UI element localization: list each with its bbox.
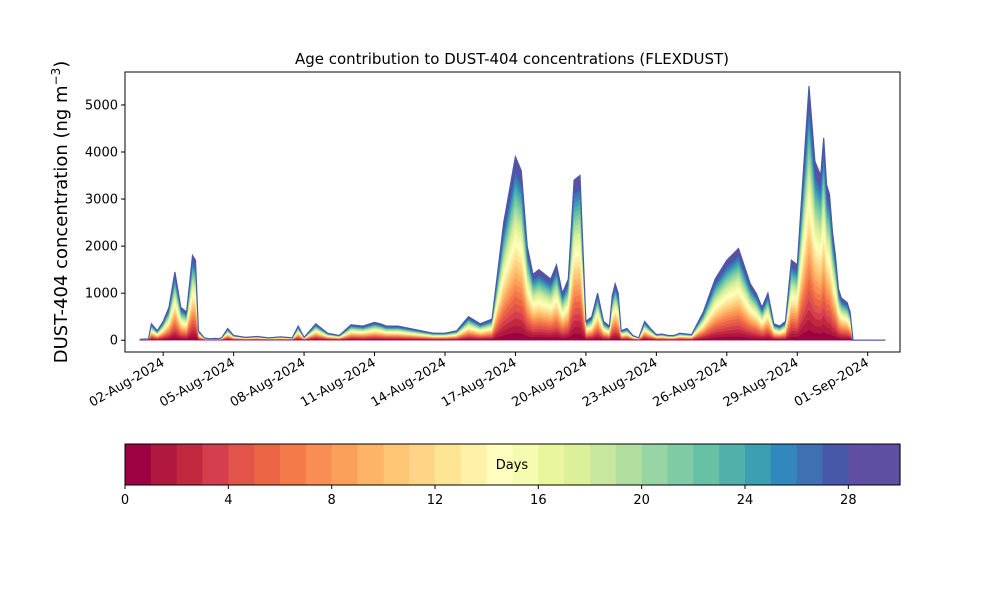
y-tick-label: 0 (110, 334, 118, 349)
x-tick-label: 05-Aug-2024 (157, 355, 237, 410)
age-colorbar: 0 4 8 12 16 20 24 28 (121, 443, 901, 508)
colorbar-frame (124, 443, 901, 486)
colorbar-swatch (383, 444, 410, 485)
total-concentration-line (139, 86, 886, 341)
colorbar-swatch (615, 444, 643, 485)
colorbar-swatch (822, 444, 849, 485)
y-axis-label: DUST-404 concentration (ng m−3) (49, 61, 72, 364)
colorbar-swatch (305, 444, 333, 485)
x-tick-label: 08-Aug-2024 (228, 355, 308, 410)
colorbar-tick-label: 20 (633, 493, 650, 508)
colorbar-swatch (254, 444, 281, 485)
colorbar-swatch (409, 444, 436, 485)
x-tick-label: 23-Aug-2024 (580, 355, 660, 410)
colorbar-swatch (796, 444, 824, 485)
colorbar-swatch (538, 444, 565, 485)
colorbar-swatch (176, 444, 204, 485)
y-tick-label: 2000 (85, 240, 118, 255)
colorbar-swatch (848, 444, 875, 485)
colorbar-swatch (357, 444, 384, 485)
plot-area (124, 71, 901, 353)
colorbar-swatch (150, 444, 178, 485)
colorbar-swatch (564, 444, 591, 485)
colorbar-swatch (641, 444, 669, 485)
colorbar-tick-label: 12 (427, 493, 444, 508)
colorbar-swatch (460, 444, 488, 485)
age-layer-day-2 (139, 309, 886, 341)
y-axis-label-main: DUST-404 concentration (ng m (51, 85, 72, 363)
x-tick-label: 14-Aug-2024 (369, 355, 449, 410)
colorbar-swatch (667, 444, 694, 485)
colorbar-swatch (512, 444, 539, 485)
colorbar-swatch (874, 444, 901, 485)
colorbar-swatch (590, 444, 617, 485)
age-layer-day-3 (139, 299, 886, 341)
y-tick-label: 3000 (85, 193, 118, 208)
x-tick-label: 17-Aug-2024 (439, 355, 519, 410)
plot-frame (124, 71, 901, 353)
colorbar-swatch (486, 444, 514, 485)
age-layer-day-0 (139, 330, 886, 341)
x-tick-label: 01-Sep-2024 (792, 355, 872, 410)
colorbar-swatch (693, 444, 720, 485)
colorbar-swatch (280, 444, 307, 485)
colorbar-swatch (719, 444, 746, 485)
colorbar-tick-label: 16 (530, 493, 547, 508)
colorbar-label: Days (496, 458, 529, 473)
colorbar-tick-label: 24 (737, 493, 754, 508)
y-tick-label: 4000 (85, 146, 118, 161)
x-tick-label: 20-Aug-2024 (510, 355, 590, 410)
x-tick-label: 26-Aug-2024 (650, 355, 730, 410)
chart-title: Age contribution to DUST-404 concentrati… (295, 50, 729, 68)
colorbar-tick-label: 8 (328, 493, 336, 508)
y-axis: 0 1000 2000 3000 4000 5000 (85, 98, 125, 349)
colorbar-swatch (745, 444, 772, 485)
x-tick-label: 11-Aug-2024 (298, 355, 378, 410)
colorbar-tick-label: 28 (840, 493, 857, 508)
colorbar-swatch (770, 444, 798, 485)
x-tick-label: 29-Aug-2024 (721, 355, 801, 410)
x-tick-label: 02-Aug-2024 (87, 355, 167, 410)
y-tick-label: 1000 (85, 287, 118, 302)
colorbar-swatch (125, 444, 152, 485)
x-axis: 02-Aug-202405-Aug-202408-Aug-202411-Aug-… (87, 352, 872, 411)
colorbar-tick-label: 0 (121, 493, 129, 508)
age-layers (139, 86, 886, 341)
colorbar-swatch (331, 444, 359, 485)
colorbar-tick-label: 4 (224, 493, 232, 508)
colorbar-swatch (435, 444, 462, 485)
y-axis-label-close: ) (51, 61, 72, 68)
y-tick-label: 5000 (85, 98, 118, 113)
colorbar-swatch (202, 444, 229, 485)
colorbar-swatch (228, 444, 255, 485)
y-axis-label-superscript: −3 (49, 68, 63, 86)
